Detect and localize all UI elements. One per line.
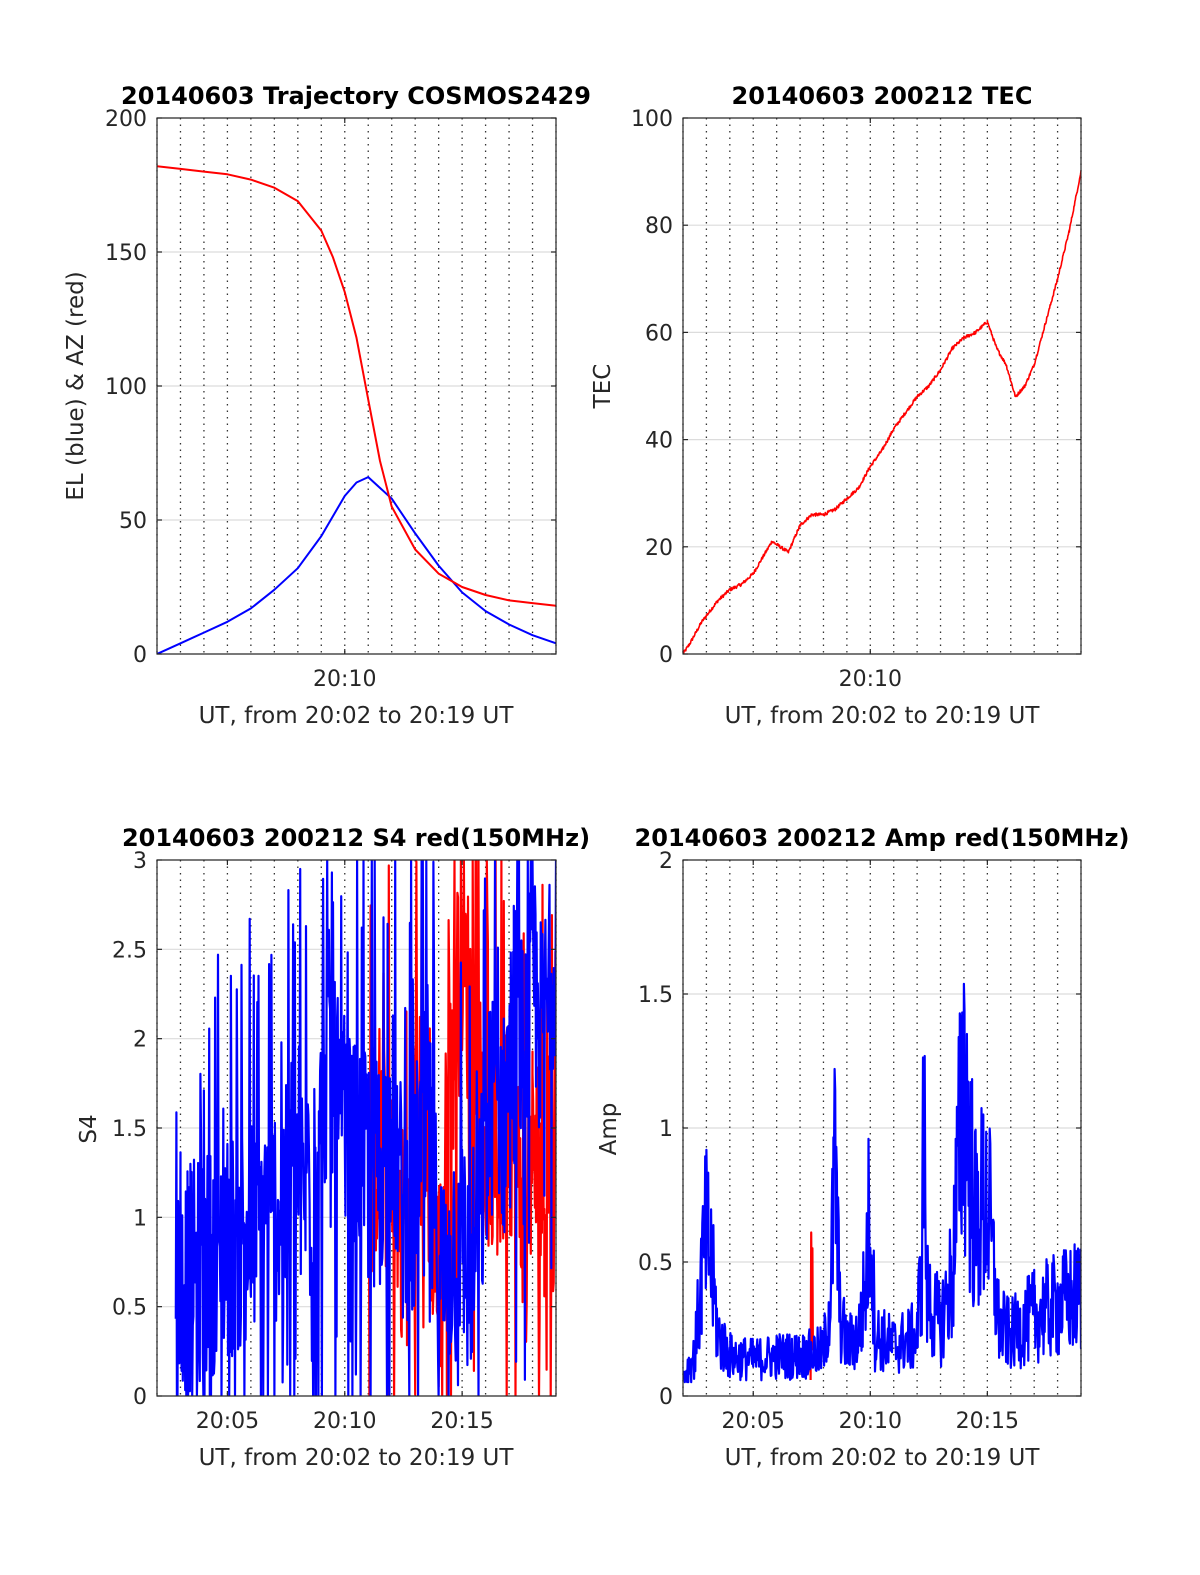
y-tick-label: 2 xyxy=(659,849,673,874)
chart-title: 20140603 200212 S4 red(150MHz) xyxy=(122,824,590,852)
x-tick-label: 20:10 xyxy=(313,1409,376,1434)
y-tick-label: 150 xyxy=(105,241,147,266)
y-tick-label: 80 xyxy=(645,214,673,239)
y-tick-label: 1.5 xyxy=(112,1117,147,1142)
y-tick-label: 0 xyxy=(133,643,147,668)
y-tick-label: 1 xyxy=(659,1117,673,1142)
plot-area xyxy=(683,170,1081,654)
x-tick-label: 20:10 xyxy=(313,667,376,692)
y-tick-label: 2.5 xyxy=(112,938,147,963)
y-tick-label: 40 xyxy=(645,429,673,454)
x-tick-label: 20:15 xyxy=(956,1409,1019,1434)
y-tick-label: 100 xyxy=(631,107,673,132)
y-tick-label: 0 xyxy=(659,1385,673,1410)
series-line-blue xyxy=(174,860,556,1396)
x-axis-label: UT, from 20:02 to 20:19 UT xyxy=(199,1445,515,1471)
chart-title: 20140603 Trajectory COSMOS2429 xyxy=(121,82,591,110)
x-tick-label: 20:10 xyxy=(839,1409,902,1434)
y-tick-label: 0 xyxy=(133,1385,147,1410)
y-tick-label: 200 xyxy=(105,107,147,132)
y-tick-label: 20 xyxy=(645,536,673,561)
y-tick-label: 100 xyxy=(105,375,147,400)
plot-area xyxy=(683,982,1081,1384)
series-line-az xyxy=(157,165,556,607)
y-tick-label: 1 xyxy=(133,1206,147,1231)
y-axis-label: Amp xyxy=(596,1103,622,1156)
tec-chart: 20140603 200212 TEC UT, from 20:02 to 20… xyxy=(590,82,1082,729)
y-tick-label: 1.5 xyxy=(638,983,673,1008)
series-line-el xyxy=(157,476,556,654)
y-axis-label: EL (blue) & AZ (red) xyxy=(63,271,89,500)
y-tick-label: 2 xyxy=(133,1028,147,1053)
y-tick-label: 50 xyxy=(119,509,147,534)
y-tick-label: 3 xyxy=(133,849,147,874)
series-line-red xyxy=(809,1231,814,1381)
x-axis-label: UT, from 20:02 to 20:19 UT xyxy=(199,703,515,729)
x-tick-label: 20:15 xyxy=(430,1409,493,1434)
x-tick-label: 20:05 xyxy=(722,1409,785,1434)
plot-area xyxy=(157,165,556,654)
x-axis-label: UT, from 20:02 to 20:19 UT xyxy=(725,703,1041,729)
y-axis-label: S4 xyxy=(76,1114,102,1143)
s4-chart: 20140603 200212 S4 red(150MHz) UT, from … xyxy=(76,824,590,1471)
chart-title: 20140603 200212 Amp red(150MHz) xyxy=(635,824,1130,852)
y-tick-label: 0.5 xyxy=(112,1296,147,1321)
y-tick-label: 60 xyxy=(645,321,673,346)
amp-chart: 20140603 200212 Amp red(150MHz) UT, from… xyxy=(596,824,1129,1471)
x-tick-label: 20:05 xyxy=(196,1409,259,1434)
y-tick-label: 0 xyxy=(659,643,673,668)
x-tick-label: 20:10 xyxy=(839,667,902,692)
chart-title: 20140603 200212 TEC xyxy=(732,82,1033,110)
plot-area xyxy=(174,860,556,1396)
series-line-blue xyxy=(683,982,1081,1384)
trajectory-chart: 20140603 Trajectory COSMOS2429 UT, from … xyxy=(63,82,591,729)
x-axis-label: UT, from 20:02 to 20:19 UT xyxy=(725,1445,1041,1471)
axes-box xyxy=(682,117,1082,655)
y-axis-label: TEC xyxy=(590,364,616,410)
series-line-tec xyxy=(683,170,1081,654)
y-tick-label: 0.5 xyxy=(638,1251,673,1276)
